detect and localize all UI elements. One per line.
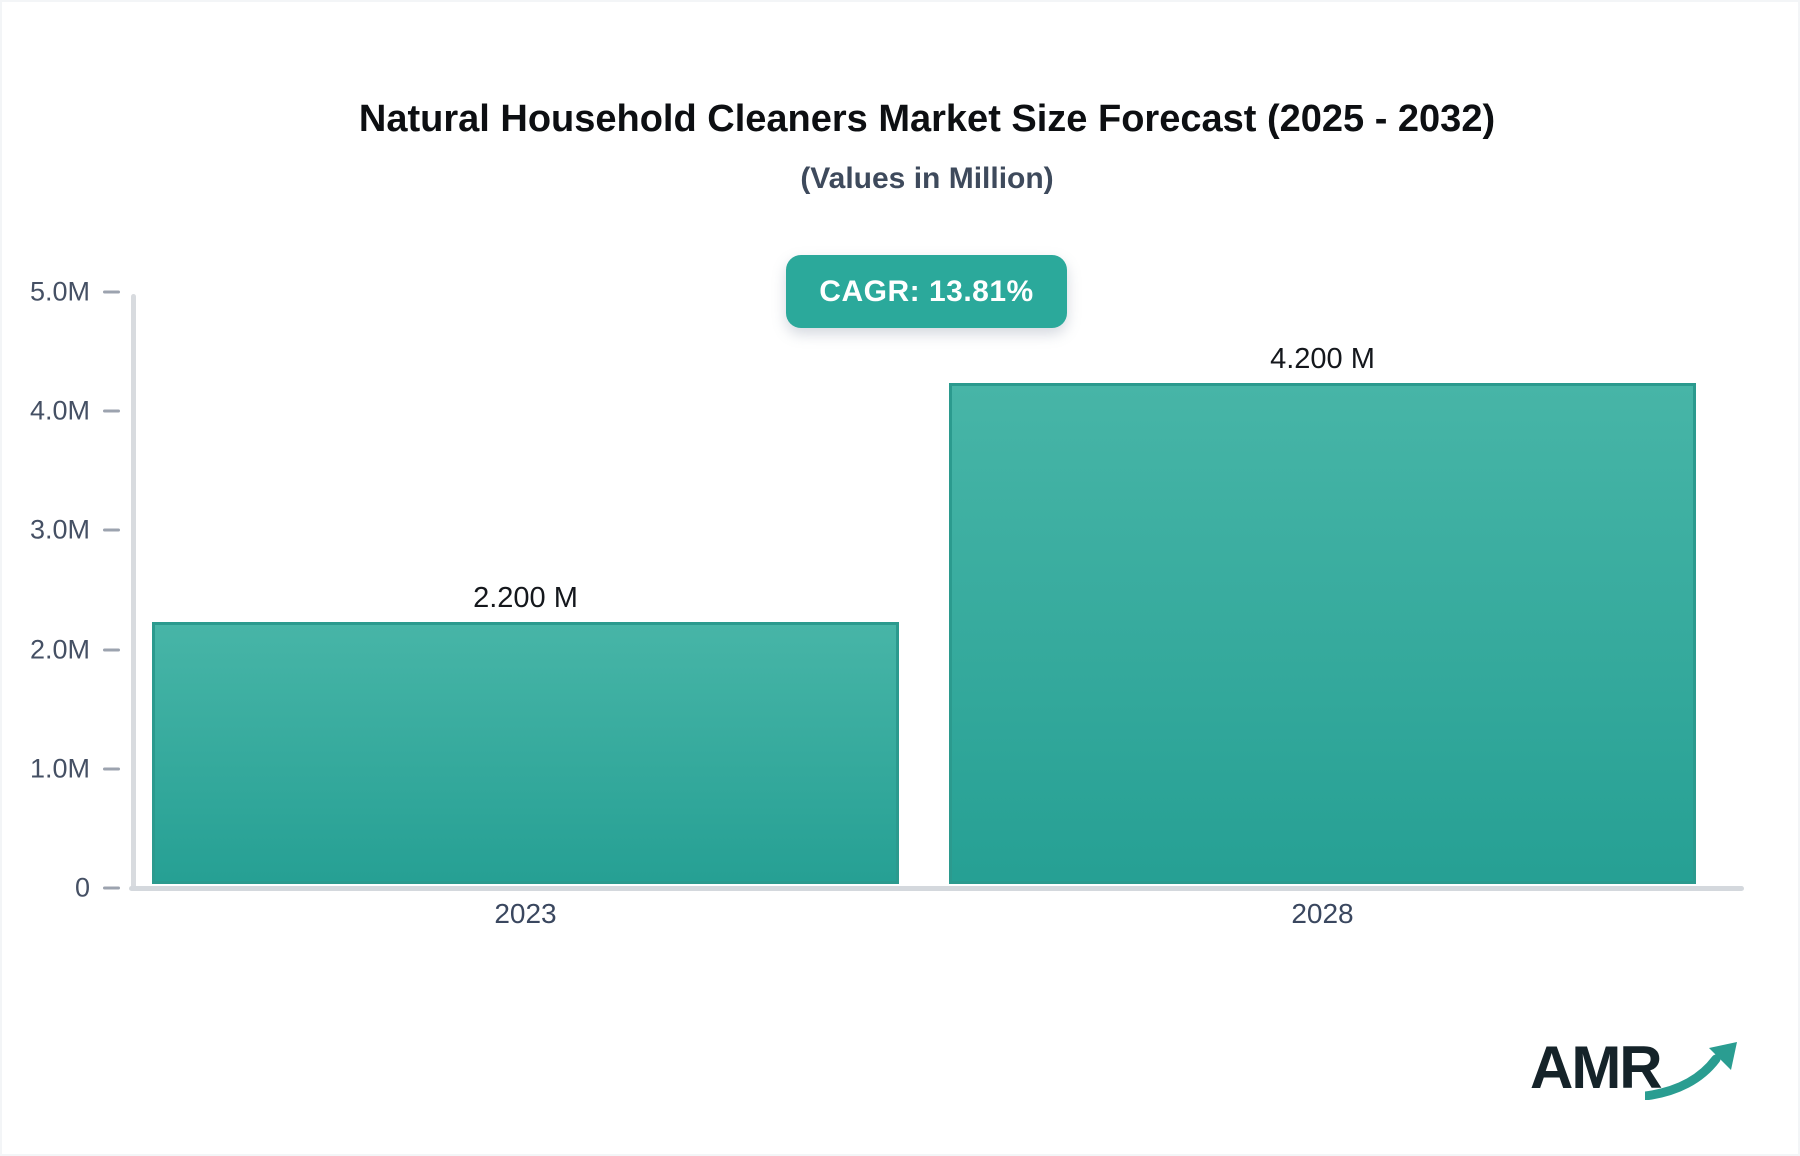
page-subtitle: (Values in Million): [800, 162, 1054, 195]
y-tick-label: 5.0M: [29, 276, 90, 307]
x-axis-label-2023: 2023: [494, 898, 557, 929]
y-axis-line: [131, 294, 136, 891]
y-tick-label: 4.0M: [29, 395, 90, 426]
amr-logo: AMR: [1530, 1038, 1745, 1100]
bar-value-label: 4.200 M: [1270, 343, 1375, 375]
bar-group-2028: 4.200 M 2028: [949, 343, 1696, 929]
tick-mark: [103, 290, 120, 294]
page-title: Natural Household Cleaners Market Size F…: [358, 98, 1496, 140]
y-tick-label: 1.0M: [29, 753, 90, 784]
y-tick-label: 2.0M: [29, 634, 90, 665]
y-tick-3: 3.0M: [2, 515, 120, 546]
tick-mark: [103, 767, 120, 771]
bar-2028: 4.200 M: [949, 343, 1696, 884]
y-tick-1: 1.0M: [2, 754, 120, 785]
y-tick-4: 4.0M: [2, 396, 120, 427]
trending-up-arrow-icon: [1644, 1042, 1737, 1100]
y-tick-0: 0: [2, 873, 120, 904]
bar-2023: 2.200 M: [152, 582, 899, 884]
tick-mark: [103, 409, 120, 413]
y-tick-2: 2.0M: [2, 635, 120, 666]
tick-mark: [103, 886, 120, 890]
tick-mark: [103, 528, 120, 532]
y-tick-5: 5.0M: [2, 277, 120, 308]
x-axis-label-2028: 2028: [1291, 898, 1354, 929]
y-tick-label: 0: [74, 872, 90, 903]
cagr-badge: CAGR: 13.81%: [786, 255, 1067, 328]
x-axis-line: [129, 886, 1744, 891]
bar-value-label: 2.200 M: [473, 582, 578, 614]
cagr-badge-label: CAGR: 13.81%: [819, 274, 1034, 308]
y-tick-label: 3.0M: [29, 514, 90, 545]
bar-group-2023: 2.200 M 2023: [152, 582, 899, 929]
tick-mark: [103, 648, 120, 652]
logo-text: AMR: [1530, 1034, 1663, 1101]
